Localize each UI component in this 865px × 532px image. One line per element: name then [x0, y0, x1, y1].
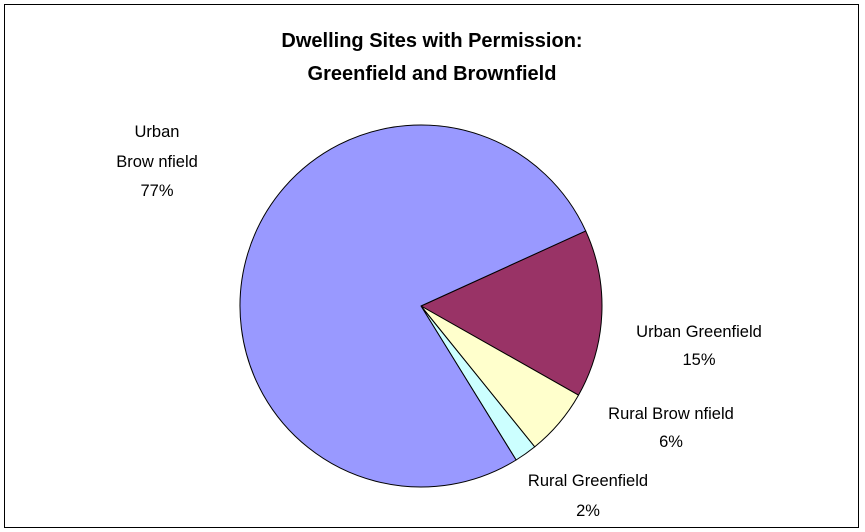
slice-label-urban-greenfield: Urban Greenfield [636, 323, 762, 341]
pie-slice-urban-brownfield [239, 124, 587, 488]
slice-pct-urban-greenfield: 15% [682, 351, 715, 369]
pie-slice-urban-greenfield [420, 230, 603, 396]
pie-slices [239, 124, 603, 488]
slice-label-urban-brownfield-line-1: Urban [135, 123, 180, 141]
slice-label-urban-brownfield-line-2: Brow nfield [116, 153, 198, 171]
chart-title: Dwelling Sites with Permission: Greenfie… [281, 30, 582, 85]
chart-title-line-2: Greenfield and Brownfield [308, 63, 557, 85]
pie-labels: Urban Greenfield 15% Rural Brow nfield 6… [116, 123, 762, 520]
slice-pct-rural-brownfield: 6% [659, 433, 683, 451]
slice-pct-urban-brownfield: 77% [140, 182, 173, 200]
chart-title-line-1: Dwelling Sites with Permission: [281, 30, 582, 52]
slice-label-rural-greenfield: Rural Greenfield [528, 472, 648, 490]
slice-pct-rural-greenfield: 2% [576, 502, 600, 520]
slice-label-rural-brownfield: Rural Brow nfield [608, 405, 734, 423]
